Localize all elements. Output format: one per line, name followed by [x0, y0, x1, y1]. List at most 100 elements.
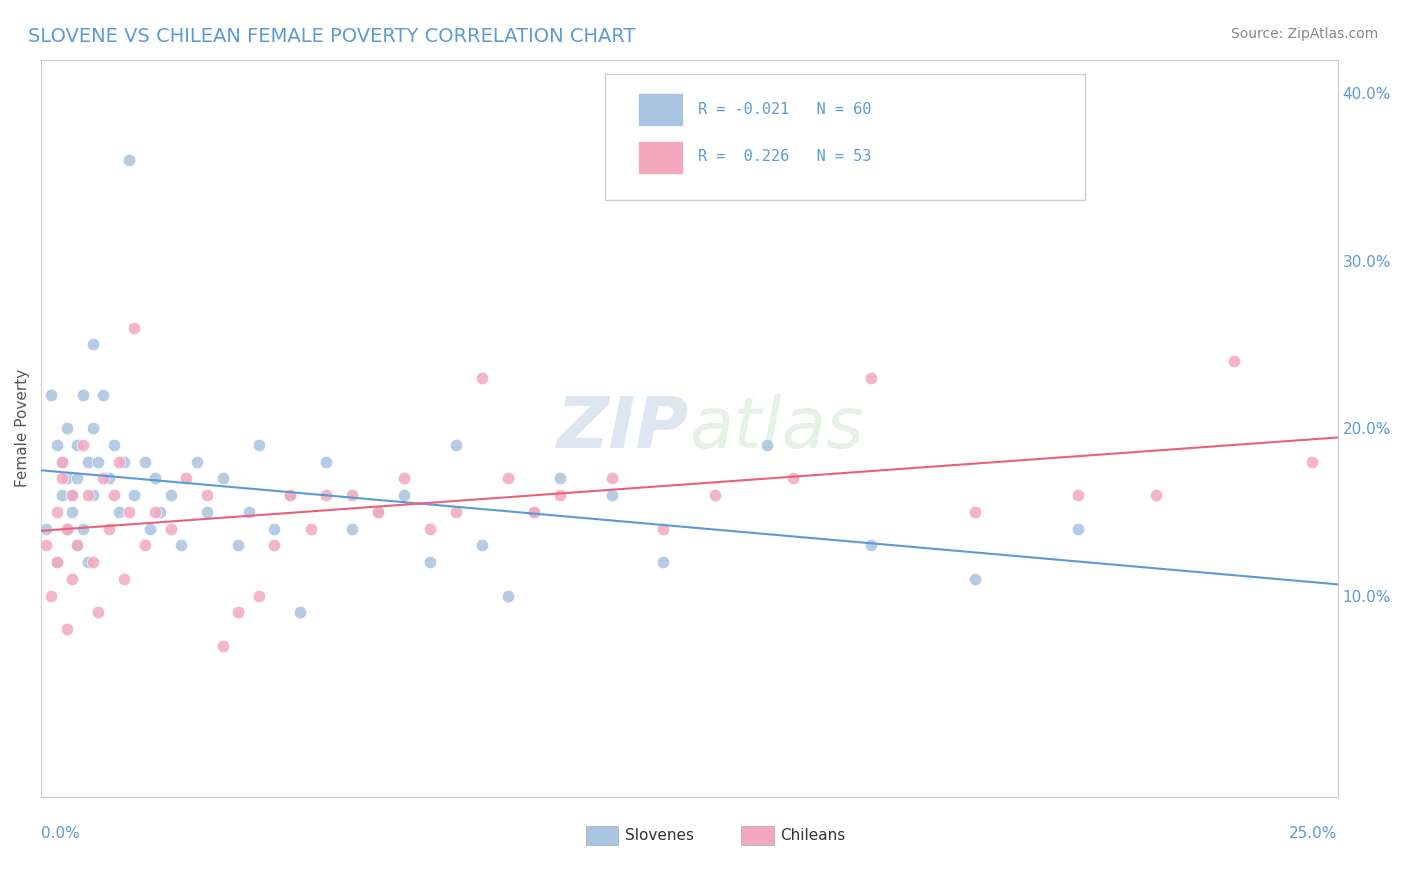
Bar — [741, 826, 773, 845]
Point — [652, 522, 675, 536]
Text: ZIP: ZIP — [557, 393, 689, 463]
Point — [45, 555, 67, 569]
Point — [56, 622, 79, 636]
Point — [66, 471, 89, 485]
Point — [66, 538, 89, 552]
Point — [45, 505, 67, 519]
Point — [103, 488, 125, 502]
Point — [1067, 488, 1090, 502]
Point — [226, 538, 249, 552]
Point — [60, 488, 83, 502]
Point — [211, 639, 233, 653]
Point — [756, 438, 779, 452]
Point — [51, 455, 73, 469]
Text: SLOVENE VS CHILEAN FEMALE POVERTY CORRELATION CHART: SLOVENE VS CHILEAN FEMALE POVERTY CORREL… — [28, 27, 636, 45]
Point — [315, 455, 337, 469]
Point — [263, 522, 285, 536]
Point — [93, 387, 115, 401]
FancyBboxPatch shape — [605, 74, 1085, 200]
Point — [315, 488, 337, 502]
Point — [782, 471, 804, 485]
Point — [600, 471, 623, 485]
Point — [859, 538, 882, 552]
Text: Chileans: Chileans — [780, 829, 845, 843]
Point — [367, 505, 389, 519]
Point — [134, 538, 156, 552]
Text: 0.0%: 0.0% — [41, 826, 80, 841]
Point — [97, 522, 120, 536]
Point — [247, 589, 270, 603]
Point — [139, 522, 162, 536]
Bar — [586, 826, 619, 845]
Y-axis label: Female Poverty: Female Poverty — [15, 369, 30, 487]
Point — [176, 471, 198, 485]
Point — [496, 589, 519, 603]
Point — [56, 421, 79, 435]
Point — [72, 387, 94, 401]
Point — [56, 471, 79, 485]
Point — [60, 505, 83, 519]
Point — [704, 488, 727, 502]
Point — [290, 606, 312, 620]
Point — [444, 505, 467, 519]
Point — [93, 471, 115, 485]
Point — [82, 488, 104, 502]
Point — [195, 505, 218, 519]
Point — [56, 522, 79, 536]
Bar — [637, 141, 683, 174]
Point — [226, 606, 249, 620]
Point — [108, 455, 131, 469]
Point — [548, 471, 571, 485]
Point — [112, 455, 135, 469]
Point — [87, 606, 110, 620]
Point — [66, 438, 89, 452]
Point — [278, 488, 301, 502]
Point — [87, 455, 110, 469]
Point — [51, 471, 73, 485]
Point — [149, 505, 172, 519]
Point — [66, 538, 89, 552]
Point — [392, 488, 415, 502]
Point — [1067, 522, 1090, 536]
Point — [859, 371, 882, 385]
Point — [299, 522, 322, 536]
Point — [367, 505, 389, 519]
Point — [159, 488, 181, 502]
Text: atlas: atlas — [689, 393, 865, 463]
Point — [134, 455, 156, 469]
Point — [523, 505, 546, 519]
Point — [471, 538, 494, 552]
Text: Slovenes: Slovenes — [624, 829, 693, 843]
Point — [195, 488, 218, 502]
Point — [76, 555, 98, 569]
Point — [51, 455, 73, 469]
Point — [82, 555, 104, 569]
Point — [496, 471, 519, 485]
Text: R = -0.021   N = 60: R = -0.021 N = 60 — [699, 103, 872, 117]
Text: 25.0%: 25.0% — [1289, 826, 1337, 841]
Point — [342, 488, 364, 502]
Point — [419, 555, 441, 569]
Point — [548, 488, 571, 502]
Point — [103, 438, 125, 452]
Point — [963, 505, 986, 519]
Point — [72, 522, 94, 536]
Point — [118, 153, 141, 167]
Point — [76, 455, 98, 469]
Point — [60, 488, 83, 502]
Point — [112, 572, 135, 586]
Point — [60, 572, 83, 586]
Point — [1144, 488, 1167, 502]
Point — [278, 488, 301, 502]
Point — [45, 555, 67, 569]
Point — [963, 572, 986, 586]
Point — [211, 471, 233, 485]
Point — [82, 337, 104, 351]
Point — [124, 320, 146, 334]
Point — [118, 505, 141, 519]
Point — [652, 555, 675, 569]
Point — [41, 387, 63, 401]
Point — [444, 438, 467, 452]
Point — [1223, 354, 1246, 368]
Point — [170, 538, 193, 552]
